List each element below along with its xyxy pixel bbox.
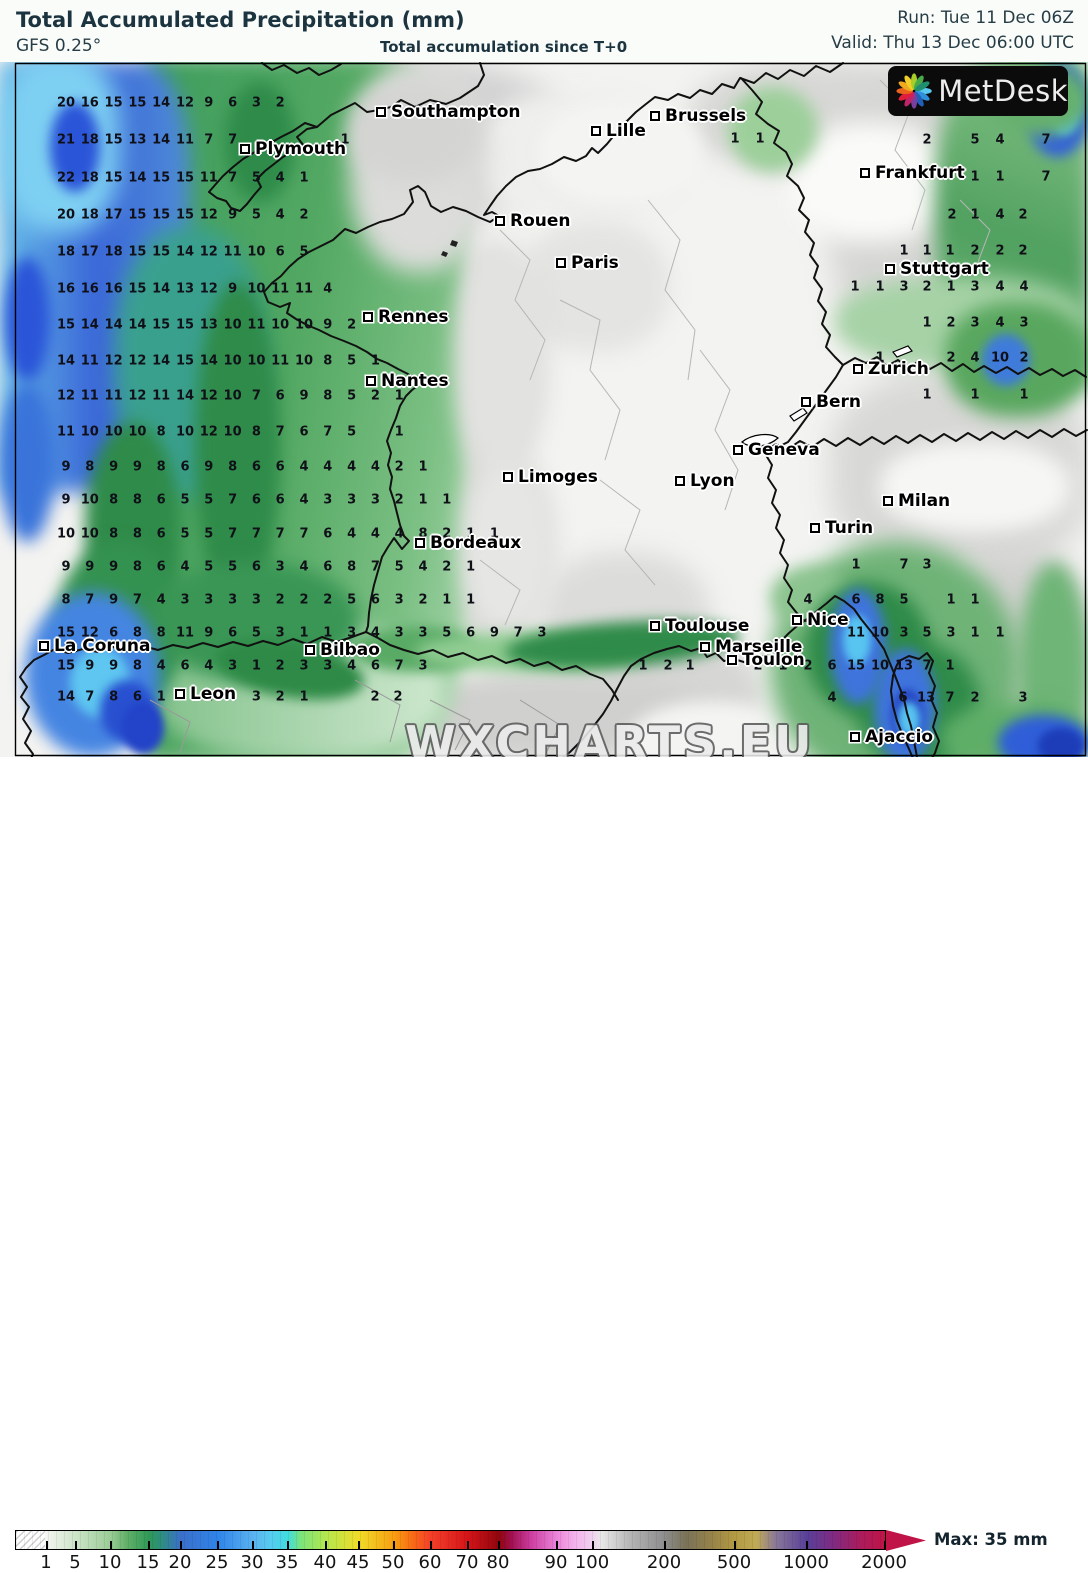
colorbar-tick-label: 50 [381, 1552, 405, 1573]
colorbar-tick [325, 1541, 327, 1549]
colorbar-tick [110, 1541, 112, 1549]
colorbar-tick-label: 45 [346, 1552, 370, 1573]
colorbar-tick [592, 1541, 594, 1549]
pinwheel-petal [915, 81, 930, 92]
colorbar-tick-label: 2000 [861, 1552, 907, 1573]
colorbar-tick-label: 10 [98, 1552, 122, 1573]
colorbar-tick-label: 90 [544, 1552, 568, 1573]
pinwheel-petal [898, 81, 914, 92]
run-time-label: Run: Tue 11 Dec 06Z [897, 8, 1074, 28]
metdesk-logo-text: MetDesk [938, 74, 1068, 108]
colorbar-tick-label: 25 [205, 1552, 229, 1573]
colorbar-tick-label: 40 [313, 1552, 337, 1573]
colorbar-tick-label: 1 [40, 1552, 52, 1573]
colorbar-tick [806, 1541, 808, 1549]
colorbar-tick [217, 1541, 219, 1549]
colorbar-tick-label: 200 [646, 1552, 682, 1573]
colorbar-tick [75, 1541, 77, 1549]
colorbar-tick-label: 500 [716, 1552, 752, 1573]
colorbar-tick [148, 1541, 150, 1549]
max-value-label: Max: 35 mm [934, 1530, 1048, 1549]
colorbar-tick-label: 1000 [783, 1552, 829, 1573]
colorbar-tick [430, 1541, 432, 1549]
colorbar-tick [556, 1541, 558, 1549]
valid-time-label: Valid: Thu 13 Dec 06:00 UTC [831, 33, 1074, 53]
colorbar-tick-label: 70 [455, 1552, 479, 1573]
colorbar [15, 1530, 886, 1550]
colorbar-tick-label: 5 [69, 1552, 81, 1573]
colorbar-arrow [886, 1530, 926, 1551]
colorbar-tick-label: 30 [240, 1552, 264, 1573]
metdesk-pinwheel-icon [896, 73, 932, 109]
metdesk-logo: MetDesk [888, 66, 1068, 116]
colorbar-segments-overlay [16, 1531, 885, 1549]
colorbar-tick-label: 15 [136, 1552, 160, 1573]
model-label: GFS 0.25° [16, 36, 102, 56]
colorbar-tick-label: 60 [418, 1552, 442, 1573]
colorbar-tick [393, 1541, 395, 1549]
legend-area: 1 5 10 15 20 25 30 35 40 45 50 60 70 80 90 100 200 500 100… [0, 757, 1088, 1573]
colorbar-tick-label: 35 [275, 1552, 299, 1573]
colorbar-tick [358, 1541, 360, 1549]
pinwheel-petal [915, 90, 930, 101]
colorbar-tick [884, 1541, 886, 1549]
coastline-borders-svg [14, 62, 1088, 757]
pinwheel-petal [913, 75, 924, 91]
colorbar-tick-label: 100 [574, 1552, 610, 1573]
colorbar-tick [180, 1541, 182, 1549]
colorbar-tick [734, 1541, 736, 1549]
pinwheel-petal [904, 91, 915, 107]
accumulation-subtitle: Total accumulation since T+0 [380, 38, 628, 56]
colorbar-tick-label: 80 [486, 1552, 510, 1573]
colorbar-tick [46, 1541, 48, 1549]
colorbar-tick [498, 1541, 500, 1549]
colorbar-tick [252, 1541, 254, 1549]
colorbar-tick-label: 20 [168, 1552, 192, 1573]
page-title: Total Accumulated Precipitation (mm) [16, 8, 465, 32]
colorbar-tick [664, 1541, 666, 1549]
colorbar-tick [287, 1541, 289, 1549]
header-bar: Total Accumulated Precipitation (mm) GFS… [0, 0, 1088, 62]
colorbar-tick [467, 1541, 469, 1549]
precipitation-map [0, 62, 1088, 757]
